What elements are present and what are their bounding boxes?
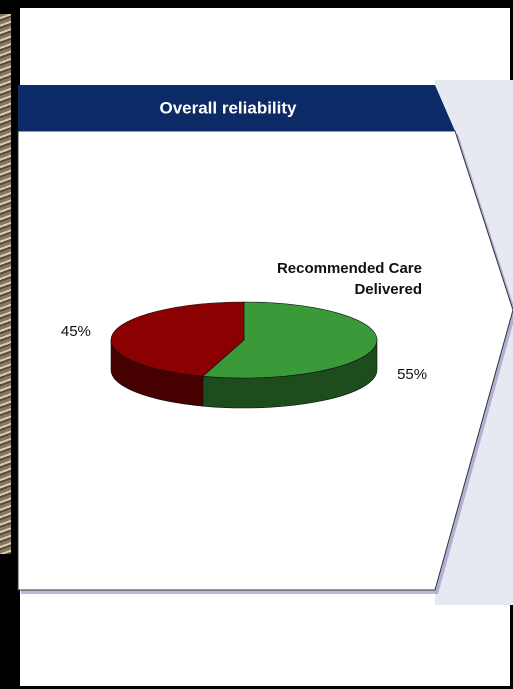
pie — [110, 301, 378, 409]
header-bar — [18, 85, 455, 131]
chart-title: Overall reliability — [159, 98, 297, 117]
texture-strip — [0, 14, 11, 554]
value-label: 55% — [397, 366, 427, 383]
pie-slice — [110, 301, 245, 377]
value-label: 45% — [61, 323, 91, 340]
annotation: Recommended Care Delivered — [276, 260, 422, 298]
pie-slice — [202, 301, 378, 379]
